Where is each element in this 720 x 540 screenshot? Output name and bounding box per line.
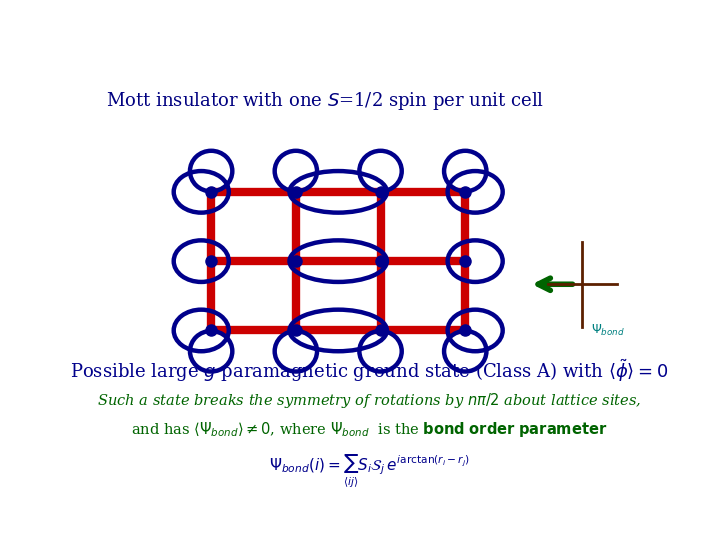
Text: Mott insulator with one $S$=1/2 spin per unit cell: Mott insulator with one $S$=1/2 spin per… xyxy=(106,90,544,112)
Text: and has $\langle\Psi_{bond}\rangle \neq 0$, where $\Psi_{bond}$  is the $\mathbf: and has $\langle\Psi_{bond}\rangle \neq … xyxy=(131,420,607,440)
Text: Possible large $g$ paramagnetic ground state (Class A) with $\langle\tilde{\phi}: Possible large $g$ paramagnetic ground s… xyxy=(70,358,668,384)
Text: $\Psi_{bond}(i) = \sum_{\langle ij\rangle} S_i \mathcal{S}_j \, e^{i\arctan(r_i : $\Psi_{bond}(i) = \sum_{\langle ij\rangl… xyxy=(269,454,469,490)
Text: Such a state breaks the symmetry of rotations by $n\pi / 2$ about lattice sites,: Such a state breaks the symmetry of rota… xyxy=(96,391,642,410)
Text: $\Psi_{bond}$: $\Psi_{bond}$ xyxy=(590,323,625,338)
